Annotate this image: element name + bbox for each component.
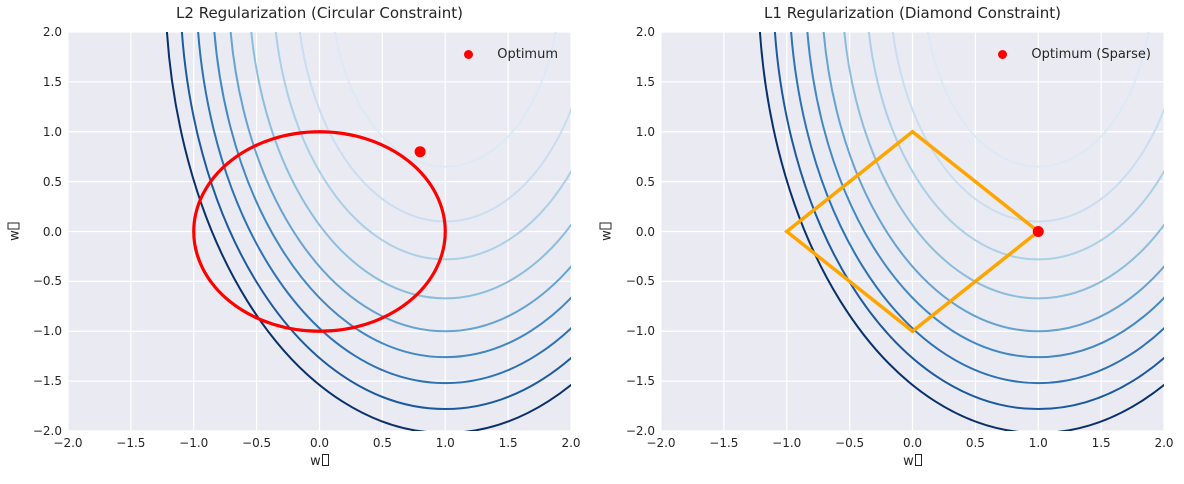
x-tick-label: 1.0 <box>435 436 455 450</box>
y-tick-label: −2.0 <box>625 424 655 438</box>
x-tick-label: −1.0 <box>772 436 802 450</box>
legend-marker-dot <box>998 50 1008 59</box>
x-tick-label: 1.5 <box>498 436 518 450</box>
plot-canvas <box>661 32 1164 431</box>
loss-contour-line <box>197 32 571 384</box>
legend: Optimum <box>464 47 558 62</box>
x-tick-label: 1.5 <box>1091 436 1111 450</box>
y-tick-label: 0.0 <box>42 224 62 239</box>
y-tick-label: 2.0 <box>42 25 62 39</box>
y-tick-label: 1.0 <box>42 124 62 139</box>
y-tick-label: −0.5 <box>32 274 62 289</box>
x-axis-label-text: w <box>903 454 914 469</box>
legend-label: Optimum (Sparse) <box>1031 47 1151 62</box>
loss-contour-line <box>213 32 571 359</box>
y-tick-label: 1.5 <box>42 74 62 89</box>
y-tick-label: 1.5 <box>635 74 655 89</box>
plot-title: L2 Regularization (Circular Constraint) <box>176 4 463 22</box>
loss-contour-line <box>867 32 1164 261</box>
x-tick-label: 0.0 <box>902 436 923 450</box>
loss-contour-line <box>806 32 1164 359</box>
x-tick-label: 2.0 <box>1154 436 1174 450</box>
x-tick-label: −0.5 <box>242 436 272 450</box>
loss-contour-line <box>926 32 1150 168</box>
loss-contour-line <box>891 32 1164 223</box>
missing-glyph-box <box>599 222 612 230</box>
plot-canvas <box>68 32 571 431</box>
x-tick-label: 0.5 <box>965 436 985 450</box>
y-tick-label: 0.0 <box>635 224 655 239</box>
constraint-circle <box>192 130 447 333</box>
x-tick-label: 1.0 <box>1028 436 1048 450</box>
constraint-diamond <box>783 129 1042 334</box>
x-axis-label: w <box>68 454 571 469</box>
x-tick-label: −2.0 <box>53 436 83 450</box>
axes-area: Optimum (Sparse) <box>661 32 1164 431</box>
loss-contour-line <box>333 32 557 168</box>
legend-label: Optimum <box>497 47 558 62</box>
loss-contour-line <box>843 32 1164 300</box>
missing-glyph-box <box>914 454 922 466</box>
x-axis-label-text: w <box>310 454 321 469</box>
x-tick-label: 0.5 <box>372 436 392 450</box>
x-tick-label: −0.5 <box>835 436 865 450</box>
x-tick-label: −2.0 <box>646 436 676 450</box>
x-tick-label: 2.0 <box>561 436 581 450</box>
optimum-point <box>414 146 426 158</box>
loss-contour-line <box>250 32 571 300</box>
y-tick-label: −0.5 <box>625 274 655 289</box>
x-tick-label: −1.5 <box>709 436 739 450</box>
loss-contour-line <box>274 32 571 261</box>
y-tick-label: 0.5 <box>635 174 655 189</box>
y-tick-label: −1.5 <box>625 374 655 389</box>
y-tick-label: −1.5 <box>32 374 62 389</box>
legend: Optimum (Sparse) <box>998 47 1151 62</box>
y-tick-label: −1.0 <box>32 324 62 339</box>
y-tick-label: 2.0 <box>635 25 655 39</box>
legend-marker-dot <box>464 50 474 59</box>
y-tick-label: 1.0 <box>635 124 655 139</box>
missing-glyph-box <box>321 454 329 466</box>
x-tick-label: −1.0 <box>179 436 209 450</box>
x-axis-label: w <box>661 454 1164 469</box>
y-tick-label: −2.0 <box>32 424 62 438</box>
y-tick-label: 0.5 <box>42 174 62 189</box>
optimum-point <box>1032 226 1044 237</box>
loss-contour-line <box>773 32 1164 410</box>
y-tick-label: −1.0 <box>625 324 655 339</box>
loss-contour-line <box>822 32 1164 333</box>
loss-contour-line <box>180 32 571 410</box>
loss-contour-line <box>790 32 1164 384</box>
axes-area: Optimum <box>68 32 571 431</box>
x-tick-label: −1.5 <box>116 436 146 450</box>
plot-title: L1 Regularization (Diamond Constraint) <box>764 4 1061 22</box>
loss-contour-line <box>229 32 571 333</box>
x-tick-label: 0.0 <box>309 436 330 450</box>
